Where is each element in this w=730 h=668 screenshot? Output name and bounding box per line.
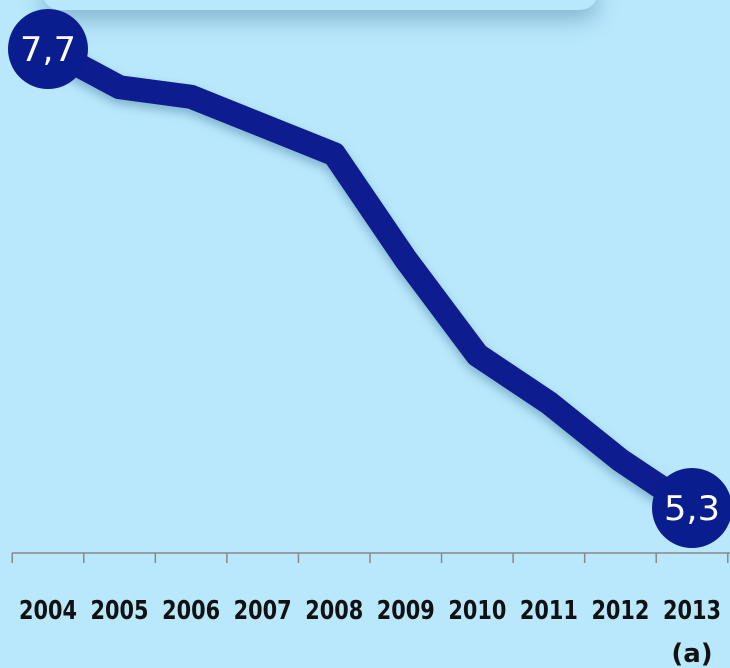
series-line <box>36 37 704 520</box>
x-axis-tick-labels: 2004 2005 2006 2007 2008 2009 2010 2011 2012 2013… <box>19 596 721 668</box>
x-axis-ticks <box>11 553 729 563</box>
x-tick-label-2011: 2011 <box>520 596 578 626</box>
x-tick-note-2013: (a) <box>671 639 712 668</box>
start-value-label: 7,7 <box>20 30 76 70</box>
x-tick-label-2006: 2006 <box>162 596 220 626</box>
start-marker <box>8 9 88 89</box>
x-tick-label-2012: 2012 <box>591 596 649 626</box>
x-tick-label-2005: 2005 <box>91 596 149 626</box>
x-tick-label-2004: 2004 <box>19 596 77 626</box>
x-tick-label-2007: 2007 <box>234 596 292 626</box>
x-tick-label-2008: 2008 <box>305 596 363 626</box>
end-value-label: 5,3 <box>664 489 720 529</box>
top-panel <box>42 0 598 10</box>
x-tick-label-2010: 2010 <box>448 596 506 626</box>
end-marker <box>652 468 730 548</box>
x-tick-label-2013: 2013 <box>663 596 721 626</box>
x-tick-label-2009: 2009 <box>377 596 435 626</box>
end-markers: 7,7 5,3 <box>8 9 730 548</box>
